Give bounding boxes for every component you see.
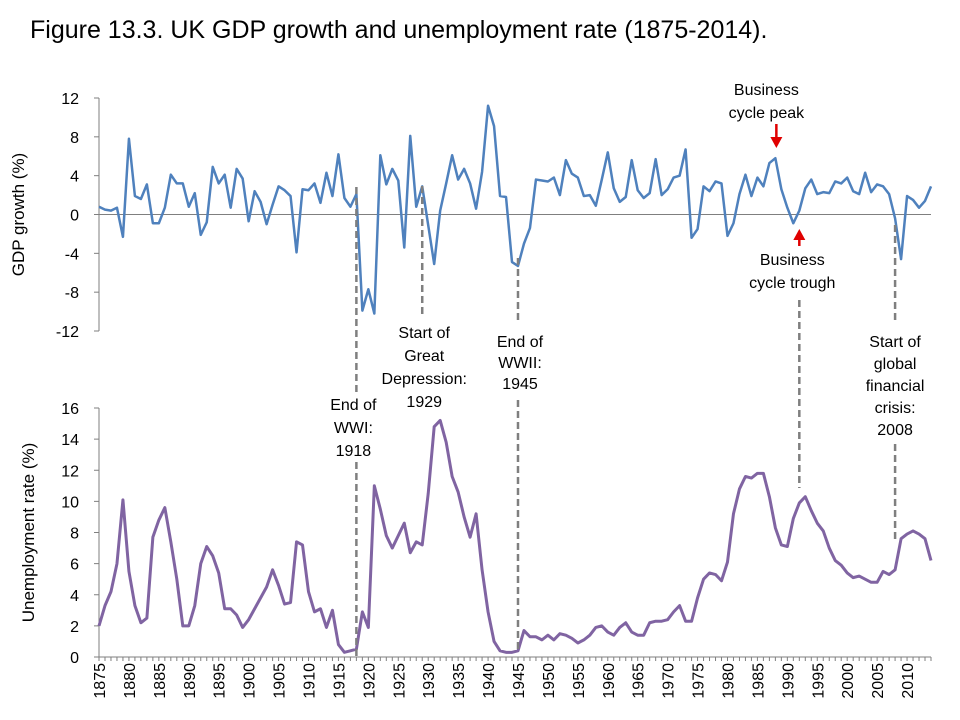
gdp-y-tick-label: 4 <box>70 169 79 186</box>
end-ww2-label-line: End of <box>497 334 544 351</box>
financial-crisis-label-line: 2008 <box>877 422 913 439</box>
financial-crisis-label-line: financial <box>866 378 925 395</box>
x-tick-label: 1955 <box>571 663 588 699</box>
x-tick-label: 1970 <box>661 663 678 699</box>
x-tick-label: 1875 <box>92 663 109 699</box>
gdp-y-tick-label: -12 <box>56 324 79 341</box>
x-tick-label: 1920 <box>361 663 378 699</box>
unemployment-panel: 16 14 12 10 8 6 4 2 0 Unemployment rate (%) <box>19 401 933 667</box>
x-axis: 1875 1880 1885 1890 1895 1900 1905 1910 1915 1920… <box>92 656 932 699</box>
business-cycle-trough-label-line: cycle trough <box>749 275 835 292</box>
unemployment-y-tick-label: 4 <box>70 588 79 605</box>
x-tick-label: 1980 <box>720 663 737 699</box>
great-depression-label-line: Great <box>404 348 445 365</box>
x-tick-label: 1945 <box>511 663 528 699</box>
great-depression-label-line: Start of <box>398 325 450 342</box>
x-tick-label: 1990 <box>780 663 797 699</box>
unemployment-y-tick-label: 10 <box>61 494 79 511</box>
unemployment-series-line <box>97 418 933 654</box>
business-cycle-peak-label-line: cycle peak <box>729 105 806 122</box>
unemployment-y-tick-label: 8 <box>70 526 79 543</box>
unemployment-y-tick-label: 16 <box>61 401 79 418</box>
financial-crisis-label-line: Start of <box>869 334 921 351</box>
chart-title: Figure 13.3. UK GDP growth and unemploym… <box>30 16 768 44</box>
x-tick-label: 1880 <box>122 663 139 699</box>
x-tick-label: 1885 <box>152 663 169 699</box>
unemployment-y-tick-label: 12 <box>61 463 79 480</box>
x-tick-label: 1915 <box>331 663 348 699</box>
unemployment-y-tick-label: 2 <box>70 619 79 636</box>
gdp-y-tick-label: 8 <box>70 130 79 147</box>
x-tick-label: 1930 <box>421 663 438 699</box>
business-cycle-peak-label-line: Business <box>734 82 799 99</box>
x-tick-label: 1925 <box>391 663 408 699</box>
end-ww1-label-line: End of <box>330 397 377 414</box>
unemployment-y-tick-label: 0 <box>70 650 79 667</box>
x-tick-label: 1960 <box>601 663 618 699</box>
gdp-growth-series-line <box>98 104 933 315</box>
gdp-y-axis-title: GDP growth (%) <box>9 153 28 276</box>
x-tick-label: 1950 <box>541 663 558 699</box>
x-tick-label: 2005 <box>870 663 887 699</box>
gdp-y-tick-label: -8 <box>65 285 79 302</box>
x-tick-label: 1890 <box>182 663 199 699</box>
x-tick-label: 1995 <box>810 663 827 699</box>
x-tick-label: 1905 <box>272 663 289 699</box>
trough-arrow-head <box>793 229 806 240</box>
x-tick-label: 1985 <box>750 663 767 699</box>
end-ww2-label-line: WWII: <box>498 355 542 372</box>
peak-arrow-head <box>770 137 783 148</box>
financial-crisis-label-line: global <box>874 356 917 373</box>
gdp-y-tick-label: 0 <box>70 208 79 225</box>
x-tick-label: 1940 <box>481 663 498 699</box>
unemployment-y-tick-label: 14 <box>61 432 79 449</box>
business-cycle-trough-label-line: Business <box>760 252 825 269</box>
event-annotations: End of WWI: 1918 Start of Great Depression: 19… <box>330 82 924 657</box>
x-tick-label: 2010 <box>900 663 917 699</box>
end-ww1-label-line: 1918 <box>336 443 372 460</box>
gdp-panel: 12 8 4 0 -4 -8 -12 GDP growth (%) <box>9 91 933 341</box>
great-depression-label-line: Depression: <box>382 371 467 388</box>
x-tick-label: 1910 <box>301 663 318 699</box>
x-tick-label: 1975 <box>691 663 708 699</box>
unemployment-y-axis-title: Unemployment rate (%) <box>19 443 38 623</box>
trough-label-background <box>743 247 856 295</box>
x-tick-label: 1935 <box>451 663 468 699</box>
x-tick-label: 2000 <box>840 663 857 699</box>
gdp-y-tick-label: 12 <box>61 91 79 108</box>
gdp-y-tick-label: -4 <box>65 246 79 263</box>
great-depression-label-line: 1929 <box>406 394 442 411</box>
end-ww2-label-line: 1945 <box>502 376 538 393</box>
financial-crisis-label-line: crisis: <box>875 400 916 417</box>
end-ww1-label-line: WWI: <box>334 420 373 437</box>
unemployment-y-tick-label: 6 <box>70 557 79 574</box>
x-tick-label: 1895 <box>212 663 229 699</box>
x-tick-label: 1900 <box>242 663 259 699</box>
x-tick-label: 1965 <box>631 663 648 699</box>
